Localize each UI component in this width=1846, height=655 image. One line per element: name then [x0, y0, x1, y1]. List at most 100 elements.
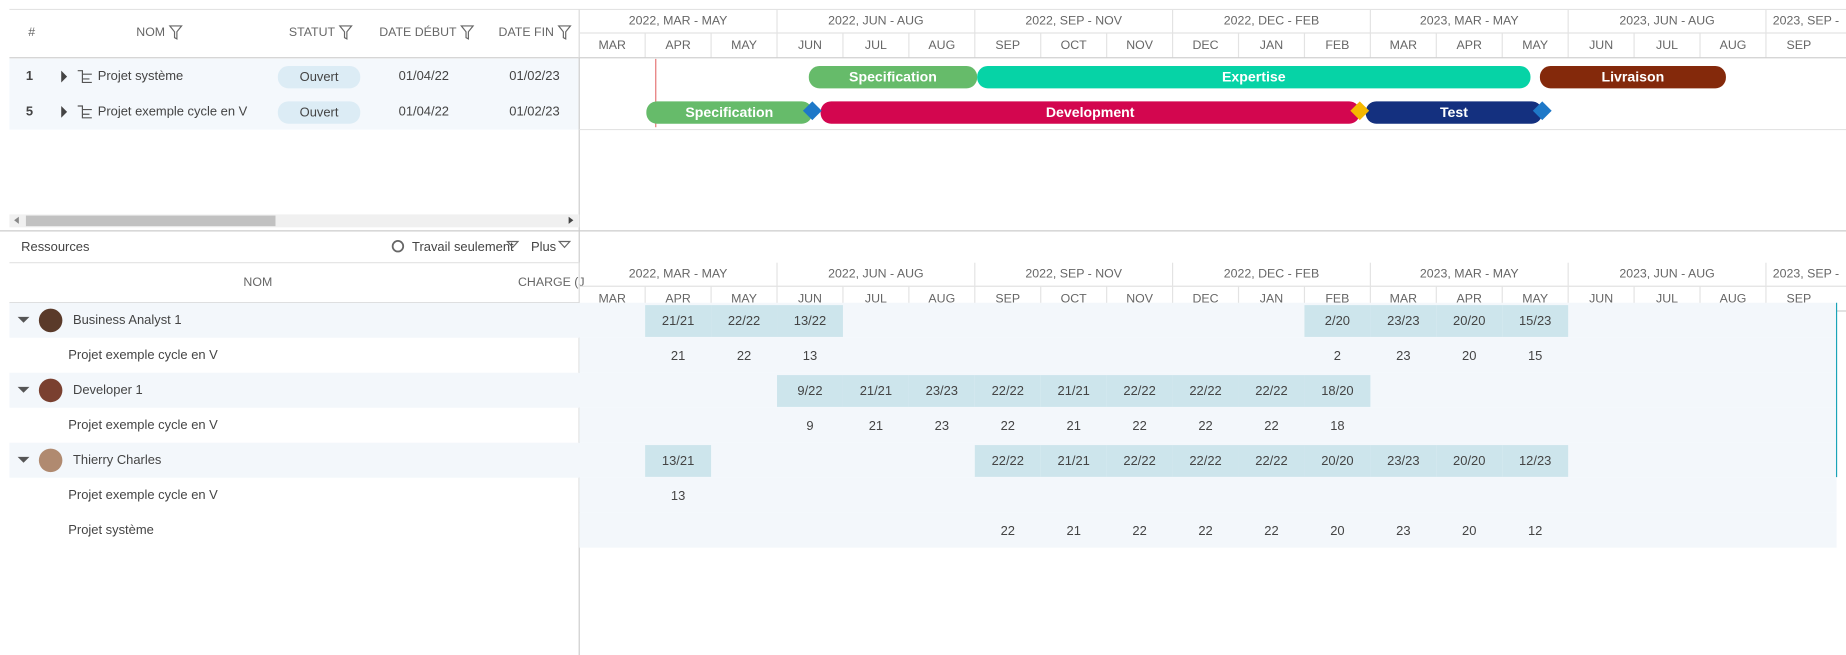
- load-value: 20: [1462, 348, 1476, 363]
- month-label: JUN: [798, 291, 822, 305]
- assignment-name: Projet système: [68, 522, 154, 537]
- load-cell: [1436, 445, 1503, 477]
- collapse-arrow[interactable]: [17, 316, 30, 323]
- load-value: 21/21: [662, 313, 694, 328]
- load-value: 22/22: [992, 383, 1024, 398]
- load-cell: [777, 375, 843, 407]
- load-value: 20: [1462, 523, 1476, 538]
- load-value: 21: [1067, 523, 1081, 538]
- load-value: 22/22: [1255, 453, 1287, 468]
- load-value: 20/20: [1321, 453, 1353, 468]
- month-label: JUL: [865, 38, 887, 52]
- filter-icon[interactable]: [557, 25, 572, 40]
- load-value: 13: [671, 488, 685, 503]
- status-badge: [277, 101, 361, 124]
- row-id: 5: [26, 103, 33, 118]
- filter-icon[interactable]: [460, 25, 475, 40]
- month-label: OCT: [1061, 38, 1088, 52]
- month-label: APR: [1457, 291, 1482, 305]
- load-value: 22/22: [1255, 383, 1287, 398]
- collapse-arrow[interactable]: [17, 386, 30, 393]
- avatar: [38, 448, 63, 473]
- assignment-name: Projet exemple cycle en V: [68, 347, 218, 362]
- load-cell: [974, 375, 1041, 407]
- load-cell: [1040, 445, 1107, 477]
- quarter-label: 2022, JUN - AUG: [828, 13, 923, 27]
- month-label: JUN: [1589, 291, 1613, 305]
- filter-icon[interactable]: [168, 25, 183, 40]
- month-label: SEP: [995, 38, 1020, 52]
- quarter-label: 2022, SEP - NOV: [1025, 13, 1122, 27]
- load-cell: [777, 305, 843, 337]
- task-label: Specification: [685, 104, 773, 120]
- load-cell: [1172, 445, 1239, 477]
- month-label: APR: [665, 38, 690, 52]
- load-cell: [1106, 375, 1173, 407]
- month-label: MAR: [598, 38, 626, 52]
- load-value: 21/21: [860, 383, 892, 398]
- month-label: OCT: [1061, 291, 1088, 305]
- task-bar[interactable]: [1539, 65, 1726, 89]
- expand-arrow[interactable]: [61, 106, 68, 118]
- month-label: AUG: [928, 38, 955, 52]
- status: Ouvert: [300, 105, 339, 120]
- task-bar[interactable]: [646, 101, 813, 124]
- load-value: 23: [935, 418, 949, 433]
- month-label: AUG: [928, 291, 955, 305]
- load-value: 12/23: [1519, 453, 1551, 468]
- scroll-right[interactable]: [568, 216, 574, 224]
- load-value: 18/20: [1321, 383, 1353, 398]
- resource-name: Developer 1: [73, 382, 143, 397]
- load-cell: [645, 305, 712, 337]
- load-value: 13/21: [662, 453, 694, 468]
- load-value: 21: [869, 418, 883, 433]
- task-bar[interactable]: [1365, 101, 1543, 124]
- dropdown[interactable]: [506, 240, 520, 249]
- load-value: 22: [1132, 418, 1146, 433]
- task-label: Development: [1046, 104, 1135, 120]
- load-cell: [711, 305, 778, 337]
- load-cell: [1172, 375, 1239, 407]
- load-value: 21/21: [1058, 453, 1090, 468]
- load-value: 22: [1264, 523, 1278, 538]
- month-label: JUL: [1656, 291, 1678, 305]
- load-value: 23/23: [1387, 313, 1419, 328]
- collapse-arrow[interactable]: [17, 456, 30, 463]
- month-label: FEB: [1325, 38, 1349, 52]
- month-label: AUG: [1720, 38, 1747, 52]
- load-value: 22/22: [992, 453, 1024, 468]
- task-label: Specification: [849, 68, 937, 84]
- load-cell: [1238, 445, 1305, 477]
- quarter-label: 2023, MAR - MAY: [1420, 267, 1519, 281]
- section-title: Ressources: [21, 239, 89, 254]
- expand-arrow[interactable]: [61, 70, 68, 83]
- column-header: CHARGE (J: [518, 275, 585, 289]
- dropdown[interactable]: [557, 240, 572, 249]
- scrollbar-thumb[interactable]: [25, 215, 276, 227]
- filter-icon[interactable]: [338, 25, 353, 40]
- load-cell: [1502, 445, 1569, 477]
- task-bar[interactable]: [820, 101, 1360, 124]
- status: Ouvert: [300, 69, 339, 84]
- option: Plus: [531, 239, 556, 254]
- task-bar[interactable]: [977, 65, 1531, 89]
- column-header: NOM: [243, 275, 272, 289]
- load-value: 18: [1330, 418, 1344, 433]
- load-cell: [1502, 305, 1569, 337]
- load-cell: [908, 375, 975, 407]
- settings-icon[interactable]: [391, 240, 405, 253]
- assignment-name: Projet exemple cycle en V: [68, 417, 218, 432]
- month-label: AUG: [1720, 291, 1747, 305]
- column-header: STATUT: [289, 25, 336, 39]
- load-cell: [1040, 375, 1107, 407]
- task-label: Livraison: [1602, 68, 1665, 84]
- month-label: NOV: [1126, 38, 1154, 52]
- load-value: 13/22: [794, 313, 826, 328]
- scroll-left[interactable]: [14, 216, 19, 224]
- load-cell: [1436, 305, 1503, 337]
- month-label: MAY: [1522, 291, 1548, 305]
- month-label: JUL: [1656, 38, 1678, 52]
- load-value: 15: [1528, 348, 1542, 363]
- load-value: 2: [1334, 348, 1341, 363]
- task-bar[interactable]: [808, 65, 978, 89]
